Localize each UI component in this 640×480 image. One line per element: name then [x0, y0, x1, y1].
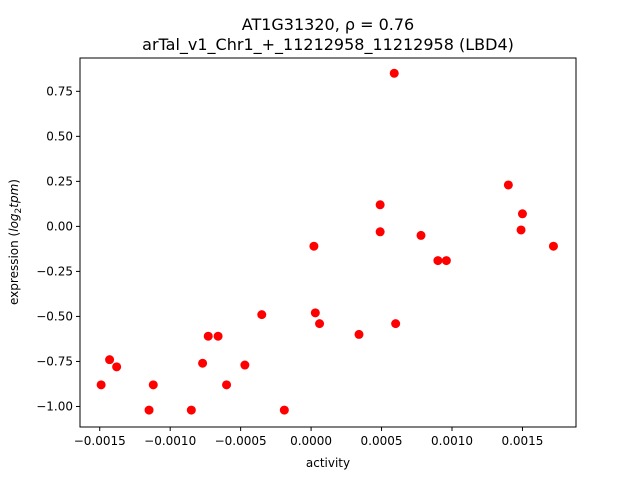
- data-point-8: [213, 331, 223, 341]
- data-point-14: [310, 308, 320, 318]
- x-tick-label-6: 0.0015: [501, 434, 543, 448]
- y-tick-label-3: −0.25: [36, 264, 73, 278]
- y-tick-label-7: 0.75: [46, 84, 73, 98]
- data-point-21: [416, 230, 426, 240]
- data-point-22: [433, 256, 443, 266]
- data-point-0: [96, 380, 106, 390]
- data-point-27: [548, 241, 558, 251]
- y-axis-ticks: −1.00 −0.75 −0.50 −0.25 0.00 0.25 0.50 0.75: [36, 84, 80, 413]
- data-point-19: [389, 68, 399, 78]
- data-point-16: [354, 329, 364, 339]
- chart-title-line2: arTal_v1_Chr1_+_11212958_11212958 (LBD4): [142, 35, 514, 55]
- data-point-15: [315, 319, 325, 329]
- x-tick-label-5: 0.0010: [431, 434, 473, 448]
- x-tick-label-1: −0.0010: [144, 434, 196, 448]
- x-tick-label-0: −0.0015: [74, 434, 126, 448]
- data-point-2: [112, 362, 122, 372]
- data-point-10: [240, 360, 250, 370]
- y-axis-label: expression (log2tpm): [7, 179, 24, 305]
- data-point-26: [517, 209, 527, 219]
- data-point-7: [198, 358, 208, 368]
- x-axis-ticks: −0.0015 −0.0010 −0.0005 0.0000 0.0005 0.0010 0…: [74, 427, 543, 448]
- y-tick-label-1: −0.75: [36, 354, 73, 368]
- data-point-24: [503, 180, 513, 190]
- data-point-9: [222, 380, 232, 390]
- data-point-17: [375, 200, 385, 210]
- data-point-5: [203, 331, 213, 341]
- x-axis-label: activity: [306, 456, 350, 470]
- data-point-6: [186, 405, 196, 415]
- data-point-3: [144, 405, 154, 415]
- y-tick-label-0: −1.00: [36, 399, 73, 413]
- y-tick-label-4: 0.00: [46, 219, 73, 233]
- data-point-11: [257, 310, 267, 320]
- data-point-1: [105, 355, 115, 365]
- data-point-4: [148, 380, 158, 390]
- x-tick-label-4: 0.0005: [361, 434, 403, 448]
- data-point-18: [375, 227, 385, 237]
- data-point-23: [441, 256, 451, 266]
- chart-title-line1: AT1G31320, ρ = 0.76: [242, 15, 414, 34]
- y-tick-label-6: 0.50: [46, 129, 73, 143]
- y-tick-label-5: 0.25: [46, 174, 73, 188]
- data-point-25: [516, 225, 526, 235]
- data-point-20: [391, 319, 401, 329]
- y-tick-label-2: −0.50: [36, 309, 73, 323]
- data-point-13: [309, 241, 319, 251]
- data-point-12: [279, 405, 289, 415]
- data-points: [96, 68, 558, 415]
- x-tick-label-2: −0.0005: [215, 434, 267, 448]
- x-tick-label-3: 0.0000: [290, 434, 332, 448]
- plot-frame: [79, 57, 577, 428]
